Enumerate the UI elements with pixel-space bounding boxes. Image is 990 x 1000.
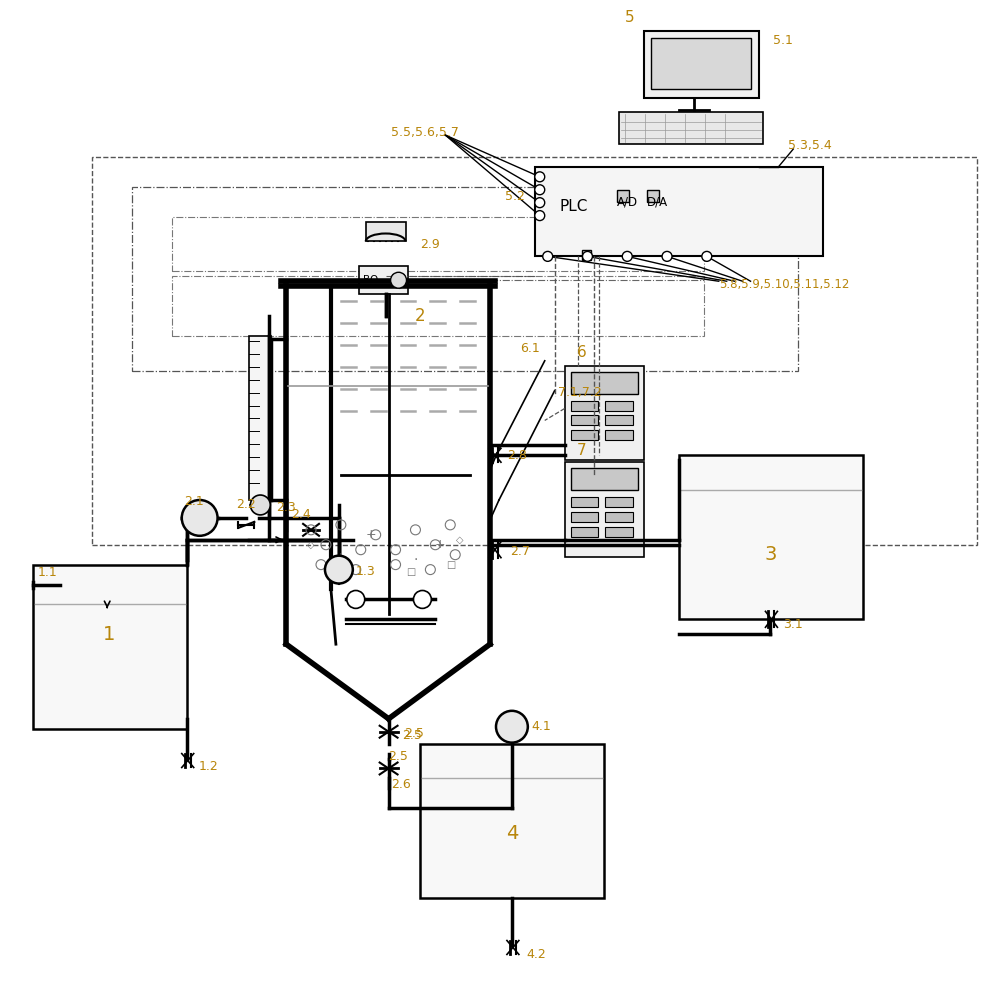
- Circle shape: [535, 172, 544, 182]
- Text: 2.7: 2.7: [510, 545, 530, 558]
- Text: 5: 5: [625, 10, 634, 25]
- Bar: [644, 31, 758, 98]
- Text: 5.2: 5.2: [505, 190, 525, 203]
- Text: BO: BO: [362, 275, 378, 285]
- Text: 2.5: 2.5: [403, 729, 423, 742]
- Bar: [605, 430, 634, 440]
- Bar: [421, 744, 604, 898]
- Circle shape: [535, 185, 544, 195]
- Circle shape: [496, 711, 528, 743]
- Bar: [570, 512, 598, 522]
- Text: 2.1: 2.1: [184, 495, 204, 508]
- Bar: [647, 190, 659, 202]
- Bar: [605, 401, 634, 411]
- Bar: [358, 266, 409, 294]
- Text: 2.4: 2.4: [291, 508, 311, 521]
- Text: +: +: [435, 538, 446, 551]
- Text: 2.5: 2.5: [405, 727, 425, 740]
- Text: D/A: D/A: [647, 195, 668, 208]
- Bar: [651, 38, 750, 89]
- Text: 5.1: 5.1: [773, 34, 793, 47]
- Circle shape: [391, 272, 407, 288]
- Circle shape: [182, 500, 218, 536]
- Bar: [365, 222, 406, 241]
- Text: A/D: A/D: [618, 195, 639, 208]
- Circle shape: [623, 251, 633, 261]
- Text: ◇: ◇: [456, 535, 464, 545]
- Bar: [618, 190, 630, 202]
- Bar: [249, 336, 271, 500]
- Text: 1: 1: [103, 625, 116, 644]
- Text: 3.1: 3.1: [783, 618, 803, 631]
- Bar: [172, 276, 704, 336]
- Text: 2.9: 2.9: [421, 238, 441, 251]
- Text: 5.3,5.4: 5.3,5.4: [788, 139, 832, 152]
- Text: ·: ·: [339, 548, 344, 562]
- Circle shape: [325, 556, 352, 584]
- Bar: [172, 217, 704, 271]
- Bar: [570, 527, 598, 537]
- Text: ◇: ◇: [307, 540, 315, 550]
- Text: 5.5,5.6,5.7: 5.5,5.6,5.7: [391, 126, 458, 139]
- Bar: [535, 167, 823, 256]
- Bar: [581, 250, 591, 260]
- Text: 1.1: 1.1: [38, 566, 57, 579]
- Text: ·: ·: [413, 553, 418, 567]
- Circle shape: [535, 211, 544, 221]
- Circle shape: [543, 251, 552, 261]
- Text: 4: 4: [506, 824, 518, 843]
- Bar: [605, 512, 634, 522]
- Bar: [570, 497, 598, 507]
- Bar: [570, 415, 598, 425]
- Bar: [92, 157, 977, 545]
- Text: 1.2: 1.2: [199, 760, 219, 773]
- Bar: [564, 462, 644, 557]
- Circle shape: [535, 198, 544, 208]
- Bar: [570, 430, 598, 440]
- Text: 6.1: 6.1: [520, 342, 540, 355]
- Text: 1.3: 1.3: [355, 565, 375, 578]
- Text: 3: 3: [764, 545, 776, 564]
- Text: 7: 7: [577, 443, 586, 458]
- Circle shape: [346, 590, 364, 608]
- Bar: [605, 497, 634, 507]
- Bar: [605, 527, 634, 537]
- Bar: [605, 415, 634, 425]
- Text: 5.8,5.9,5.10,5.11,5.12: 5.8,5.9,5.10,5.11,5.12: [719, 278, 849, 291]
- Bar: [132, 187, 798, 371]
- Text: 4.2: 4.2: [527, 948, 546, 961]
- Bar: [33, 565, 187, 729]
- Text: □: □: [342, 565, 350, 575]
- Bar: [679, 455, 863, 619]
- Text: PLC: PLC: [559, 199, 588, 214]
- Circle shape: [414, 590, 432, 608]
- Bar: [570, 372, 639, 394]
- Circle shape: [702, 251, 712, 261]
- Bar: [564, 366, 644, 460]
- Text: □: □: [446, 560, 454, 570]
- Text: 2: 2: [415, 307, 426, 325]
- Text: 2.6: 2.6: [391, 778, 411, 791]
- Text: 2.5: 2.5: [389, 750, 409, 763]
- Bar: [570, 468, 639, 490]
- Text: 2.3: 2.3: [276, 501, 296, 514]
- Circle shape: [582, 251, 592, 261]
- Bar: [620, 112, 763, 144]
- Circle shape: [250, 495, 270, 515]
- Text: 7.1,7.2: 7.1,7.2: [557, 386, 601, 399]
- Text: 4.1: 4.1: [532, 720, 551, 733]
- Circle shape: [662, 251, 672, 261]
- Text: 2.2: 2.2: [237, 498, 256, 511]
- Text: +: +: [365, 528, 376, 541]
- Text: 2.8: 2.8: [507, 449, 527, 462]
- Bar: [570, 401, 598, 411]
- Text: 6: 6: [576, 345, 586, 360]
- Text: □: □: [406, 567, 415, 577]
